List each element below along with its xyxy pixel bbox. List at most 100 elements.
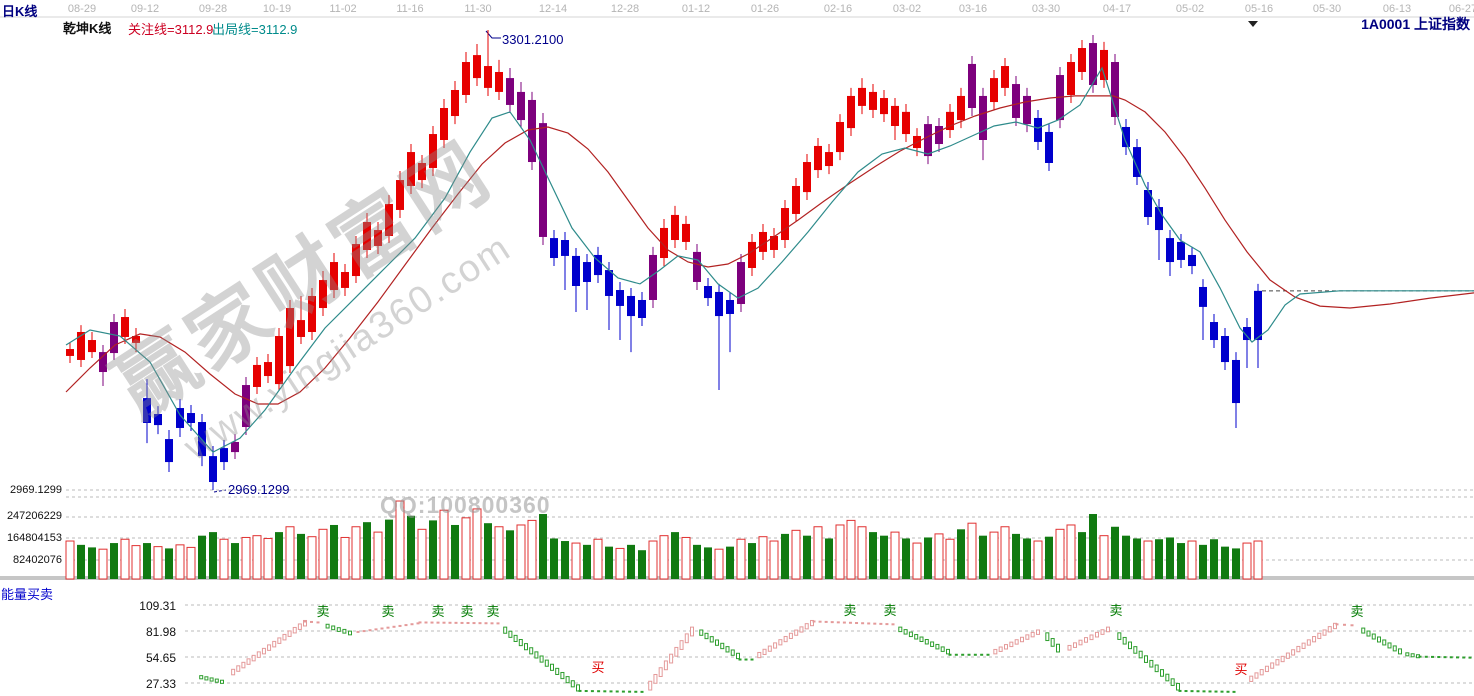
osc-dot xyxy=(830,621,834,624)
candle-body xyxy=(1089,43,1097,86)
date-tick-label: 04-17 xyxy=(1103,3,1131,15)
osc-candle xyxy=(261,647,266,655)
candle-body xyxy=(704,286,712,299)
candle-body xyxy=(803,162,811,193)
osc-candle xyxy=(1280,655,1285,663)
volume-bar xyxy=(527,519,537,580)
osc-candle xyxy=(1138,650,1143,659)
candle-body xyxy=(121,317,129,337)
candle-body xyxy=(990,78,998,103)
candle-body xyxy=(253,364,261,387)
volume-bar xyxy=(1155,539,1163,579)
osc-dot xyxy=(362,630,366,633)
osc-candle xyxy=(1009,641,1014,648)
osc-candle xyxy=(788,632,793,639)
candle-body xyxy=(473,55,481,79)
osc-dot xyxy=(392,625,396,628)
osc-candle xyxy=(1073,642,1077,648)
volume-bar xyxy=(417,528,427,580)
osc-candle xyxy=(648,680,653,691)
candle-body xyxy=(242,385,250,428)
osc-candle xyxy=(1160,669,1164,677)
volume-bar xyxy=(704,547,712,579)
osc-dot xyxy=(398,624,402,627)
volume-bar xyxy=(615,547,625,580)
osc-candle xyxy=(1254,672,1259,679)
candle-body xyxy=(220,448,228,463)
osc-dot xyxy=(848,621,852,624)
date-tick-label: 12-14 xyxy=(539,3,567,15)
candle-body xyxy=(957,95,965,121)
volume-bar xyxy=(869,532,877,579)
osc-candle xyxy=(674,646,679,657)
volume-bar xyxy=(385,519,393,579)
candle-body xyxy=(231,441,239,453)
candle-body xyxy=(517,91,525,121)
volume-bar xyxy=(88,547,96,579)
osc-candle xyxy=(1089,634,1094,641)
osc-dot xyxy=(836,621,840,624)
osc-dot xyxy=(640,690,644,693)
osc-dot xyxy=(1214,690,1218,693)
osc-dot xyxy=(1462,656,1466,659)
osc-candle xyxy=(1067,644,1072,651)
signal-sell-label: 卖 xyxy=(381,604,394,619)
date-tick-label: 03-16 xyxy=(959,3,987,15)
osc-dot xyxy=(597,690,601,693)
volume-bar xyxy=(979,535,987,579)
candle-body xyxy=(561,240,569,256)
osc-dot xyxy=(842,621,846,624)
osc-dot xyxy=(948,653,952,656)
osc-candle xyxy=(1176,682,1180,691)
signal-sell-label: 卖 xyxy=(316,604,329,619)
osc-candle xyxy=(690,626,694,637)
candle-body xyxy=(99,352,107,373)
osc-candle xyxy=(1045,632,1050,642)
osc-candle xyxy=(529,647,534,655)
volume-bar xyxy=(659,535,669,580)
osc-candle xyxy=(794,629,799,636)
osc-candle xyxy=(331,625,336,631)
osc-dot xyxy=(1449,656,1453,659)
candle-body xyxy=(319,280,327,309)
candle-body xyxy=(341,272,349,288)
candle-body xyxy=(1122,126,1130,148)
volume-bar xyxy=(539,514,547,579)
volume-bar xyxy=(153,546,163,580)
candle-body xyxy=(429,134,437,168)
osc-candle xyxy=(1106,626,1110,633)
osc-candle xyxy=(508,630,513,638)
candle-body xyxy=(1133,147,1141,177)
osc-candle xyxy=(297,623,302,630)
volume-bar xyxy=(494,526,504,580)
osc-candle xyxy=(679,640,684,650)
candle-body xyxy=(935,126,943,145)
candle-body xyxy=(660,227,668,259)
volume-bar xyxy=(583,544,591,579)
volume-bar xyxy=(186,546,196,580)
candle-body xyxy=(418,162,426,181)
osc-dot xyxy=(818,620,822,623)
volume-bar xyxy=(461,517,471,580)
volume-bar xyxy=(110,543,118,579)
osc-candle xyxy=(935,643,940,650)
candle-body xyxy=(495,71,503,92)
osc-dot xyxy=(954,653,958,656)
candle-body xyxy=(440,108,448,140)
volume-bar xyxy=(77,544,85,579)
volume-bar xyxy=(835,524,845,580)
osc-dot xyxy=(578,689,582,692)
date-tick-label: 11-30 xyxy=(464,3,491,15)
candle-body xyxy=(451,89,459,117)
volume-bar xyxy=(484,523,492,579)
osc-candle xyxy=(277,637,282,644)
osc-candle xyxy=(1296,645,1301,653)
osc-candle xyxy=(209,677,214,682)
osc-dot xyxy=(590,690,594,693)
candle-body xyxy=(1221,336,1229,363)
osc-candle xyxy=(924,638,929,645)
osc-dot xyxy=(404,624,408,627)
osc-candle xyxy=(513,634,518,642)
osc-dot xyxy=(961,653,965,656)
candle-body xyxy=(374,230,382,246)
